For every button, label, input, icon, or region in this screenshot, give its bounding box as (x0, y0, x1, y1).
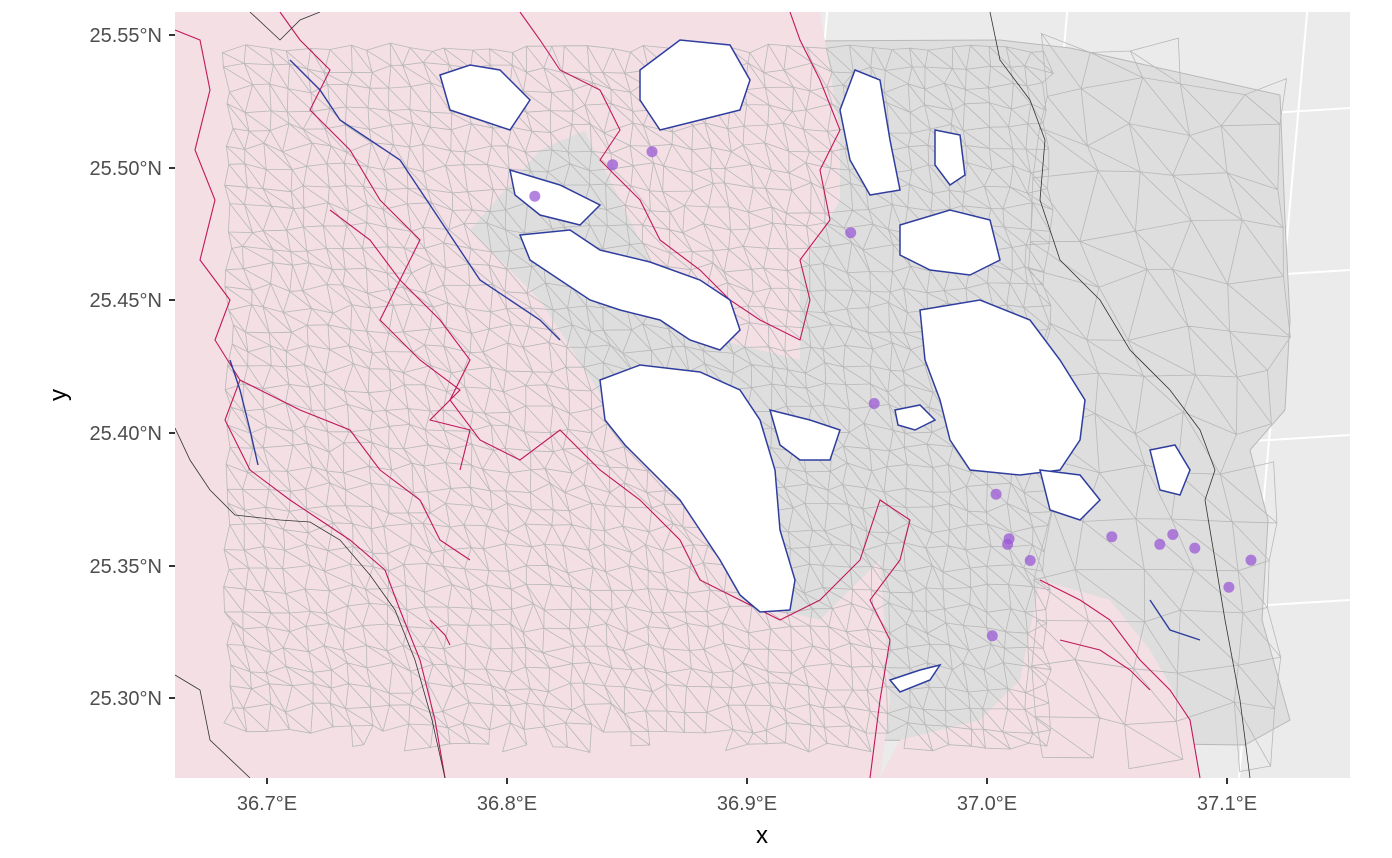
mesh-triangulation (221, 32, 1292, 772)
sample-point (1024, 555, 1036, 566)
sample-point (1189, 542, 1201, 554)
y-tick-label: 25.45°N (90, 290, 163, 312)
sample-point (1245, 554, 1257, 566)
sample-point (1223, 581, 1235, 593)
y-tick-label: 25.40°N (90, 423, 163, 445)
sample-point (845, 227, 857, 239)
x-axis-title: x (756, 822, 768, 849)
sample-point (646, 146, 658, 158)
coastline (175, 12, 1251, 778)
channel-lines (229, 59, 1201, 641)
y-tick-label: 25.55°N (90, 25, 163, 47)
y-axis-title: y (45, 389, 72, 401)
sample-point (986, 630, 998, 642)
mesh-edges (221, 32, 1292, 772)
sample-point (1154, 538, 1166, 550)
sample-point (1003, 533, 1015, 545)
x-tick-label: 36.8°E (477, 793, 537, 815)
sample-point (990, 488, 1002, 500)
sample-point (1167, 529, 1179, 540)
x-tick-label: 36.7°E (237, 793, 297, 815)
x-tick-label: 37.1°E (1197, 793, 1257, 815)
y-axis: 25.55°N 25.50°N 25.45°N 25.40°N 25.35°N … (90, 25, 175, 710)
x-tick-label: 36.9°E (717, 793, 777, 815)
land-islands (439, 39, 1191, 693)
y-tick-label: 25.30°N (90, 688, 163, 710)
sample-point (868, 398, 880, 409)
x-axis: 36.7°E 36.8°E 36.9°E 37.0°E 37.1°E (237, 778, 1257, 815)
sample-points (529, 146, 1257, 642)
contour-lines (175, 12, 1201, 778)
y-tick-label: 25.50°N (90, 158, 163, 180)
sample-point (607, 159, 619, 171)
sample-point (1106, 531, 1118, 543)
x-tick-label: 37.0°E (957, 793, 1017, 815)
sample-point (529, 190, 541, 202)
y-tick-label: 25.35°N (90, 556, 163, 578)
